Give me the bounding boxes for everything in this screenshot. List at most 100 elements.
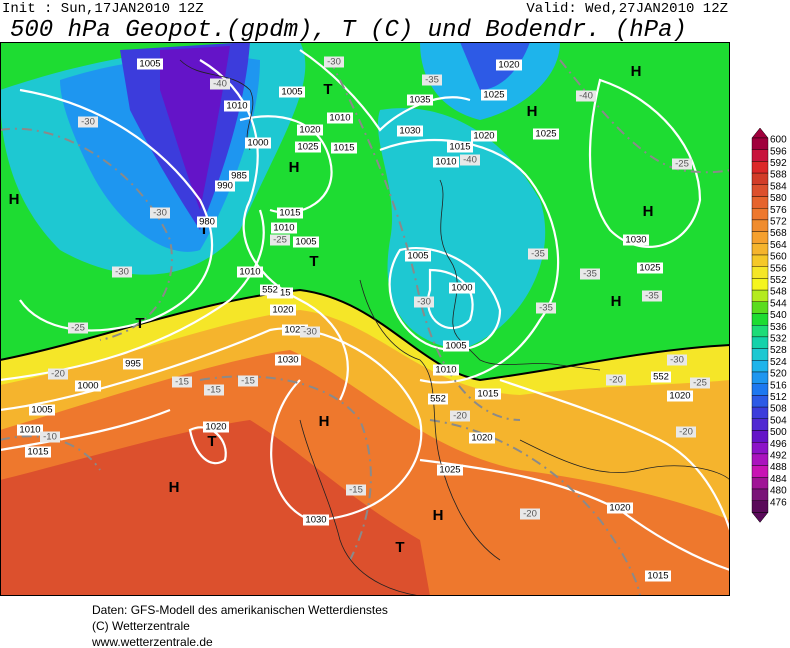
label-box <box>414 296 434 308</box>
label-box <box>295 141 321 153</box>
pressure-center: H <box>289 159 300 176</box>
footer-line: Daten: GFS-Modell des amerikanischen Wet… <box>92 603 388 617</box>
footer-line: (C) Wetterzentrale <box>92 619 190 633</box>
label-box <box>469 432 495 444</box>
label-box <box>437 464 463 476</box>
label-box <box>407 94 433 106</box>
isobar-label: 1025 <box>483 90 504 101</box>
legend-label: 516 <box>770 380 787 391</box>
legend-label: 560 <box>770 252 787 263</box>
label-box <box>443 340 469 352</box>
legend-swatch <box>751 500 769 513</box>
legend-label: 568 <box>770 228 787 239</box>
label-box <box>210 78 230 90</box>
label-box <box>536 302 556 314</box>
legend-label: 572 <box>770 217 787 228</box>
label-box <box>297 124 323 136</box>
label-box <box>331 142 357 154</box>
legend-swatch <box>751 207 769 221</box>
label-box <box>282 324 308 336</box>
legend-swatch <box>751 301 769 314</box>
legend-swatch <box>751 348 769 361</box>
isobar-label: 1000 <box>451 283 472 294</box>
label-box <box>460 154 480 166</box>
label-box <box>607 502 633 514</box>
legend-swatch <box>751 418 769 431</box>
isobar-label: 990 <box>217 181 233 192</box>
isobar-label: 1020 <box>498 60 519 71</box>
legend-label: 536 <box>770 322 787 333</box>
legend-swatch <box>751 325 769 338</box>
isobar-label: 1010 <box>435 365 456 376</box>
coastlines <box>179 59 730 596</box>
isobar-label: 1000 <box>247 138 268 149</box>
label-box <box>238 375 258 387</box>
label-box <box>642 290 662 302</box>
isobar-label: 1015 <box>279 208 300 219</box>
isobar-label: 1015 <box>477 389 498 400</box>
label-box <box>676 426 696 438</box>
isobar-label: 1025 <box>284 325 305 336</box>
isobar-label: 1025 <box>639 263 660 274</box>
label-box <box>68 322 88 334</box>
isobar-label: 1010 <box>329 113 350 124</box>
label-box <box>447 141 473 153</box>
label-box <box>275 354 301 366</box>
label-box <box>75 380 101 392</box>
isobar-label: 1015 <box>27 447 48 458</box>
isotherm-label: -40 <box>463 155 477 166</box>
label-box <box>637 262 663 274</box>
label-box <box>279 86 305 98</box>
label-box <box>303 514 329 526</box>
legend-swatch <box>751 243 769 256</box>
label-box <box>645 570 671 582</box>
legend-label: 512 <box>770 392 787 403</box>
legend-swatch <box>751 231 769 244</box>
label-box <box>580 268 600 280</box>
legend-label: 580 <box>770 193 787 204</box>
pressure-center: T <box>207 433 216 450</box>
label-box <box>112 266 132 278</box>
init-label: Init : Sun,17JAN2010 12Z <box>2 1 204 17</box>
legend-label: 596 <box>770 146 787 157</box>
isobar-label: 1005 <box>445 341 466 352</box>
pressure-center: T <box>199 221 208 238</box>
isobar-label: 1020 <box>272 305 293 316</box>
isobar-label: 1030 <box>625 235 646 246</box>
isobar-label: 1020 <box>299 125 320 136</box>
legend-label: 600 <box>770 135 787 146</box>
isotherm-label: -30 <box>327 57 341 68</box>
legend-label: 484 <box>770 474 787 485</box>
legend-swatch <box>751 477 769 490</box>
legend-label: 552 <box>770 275 787 286</box>
isotherm-label: -40 <box>213 79 227 90</box>
legend-swatch <box>751 219 769 232</box>
legend-swatch <box>751 371 769 384</box>
label-box <box>270 234 290 246</box>
legend-label: 488 <box>770 462 787 473</box>
isobar-label: 1030 <box>277 355 298 366</box>
isotherm-label: -20 <box>679 427 693 438</box>
isobar-label: 1010 <box>226 101 247 112</box>
isotherm-label: -30 <box>670 355 684 366</box>
label-box <box>481 89 507 101</box>
label-box <box>203 421 229 433</box>
legend-swatch <box>751 184 769 197</box>
legend-label: 480 <box>770 486 787 497</box>
pressure-center: T <box>323 81 332 98</box>
label-box <box>204 384 224 396</box>
legend-swatch <box>751 278 769 291</box>
isobar-label: 1020 <box>471 433 492 444</box>
isotherm-label: -30 <box>115 267 129 278</box>
label-box <box>346 484 366 496</box>
label-box <box>690 377 710 389</box>
isobar-label: 1020 <box>205 422 226 433</box>
pressure-center: H <box>611 293 622 310</box>
label-box <box>293 236 319 248</box>
label-box <box>428 393 448 405</box>
isobar-label: 1005 <box>31 405 52 416</box>
isobar-label: 1025 <box>297 142 318 153</box>
label-box <box>475 388 501 400</box>
